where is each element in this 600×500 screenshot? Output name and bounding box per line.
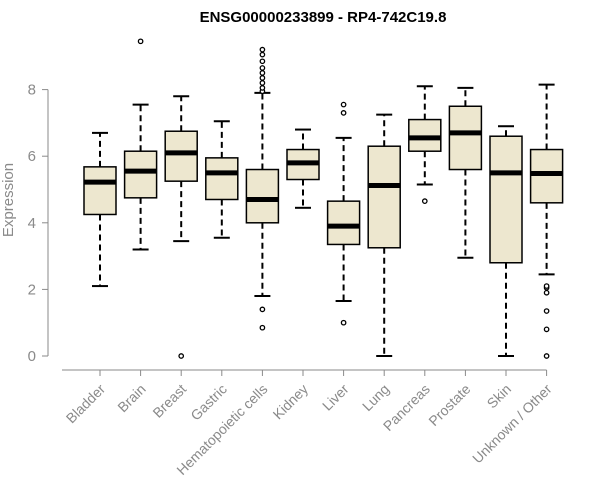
outlier-point [543, 289, 550, 296]
iqr-box [245, 168, 280, 224]
iqr-box [123, 150, 158, 199]
outlier-point [259, 46, 266, 53]
y-tick-label: 4 [28, 215, 36, 232]
iqr-box [489, 135, 523, 264]
iqr-box [529, 148, 564, 204]
iqr-box [448, 105, 483, 171]
outlier-point [259, 75, 266, 81]
x-tick-label: Skin [484, 381, 515, 412]
outlier-point [421, 198, 428, 205]
box-prostate [448, 86, 483, 259]
outlier-point [178, 353, 185, 359]
box-skin [489, 125, 523, 357]
box-gastric [205, 120, 239, 239]
box-unknown-other [529, 83, 564, 359]
y-tick-label: 0 [28, 348, 36, 365]
iqr-box [326, 200, 361, 246]
outlier-point [259, 85, 266, 91]
box-bladder [83, 131, 117, 288]
outlier-point [259, 70, 266, 76]
y-axis-label: Expression [0, 163, 17, 237]
x-tick-label: Breast [149, 381, 189, 421]
x-tick-label: Prostate [425, 381, 473, 429]
iqr-box [83, 166, 117, 216]
box-kidney [286, 128, 320, 209]
box-lung [367, 113, 401, 357]
outlier-point [340, 110, 347, 116]
iqr-box [367, 145, 401, 249]
x-tick-label: Lung [359, 381, 392, 414]
plot-area [83, 38, 564, 359]
iqr-box [205, 157, 239, 201]
chart-title: ENSG00000233899 - RP4-742C19.8 [200, 9, 447, 26]
outlier-point [543, 283, 550, 289]
outlier-point [340, 319, 347, 326]
outlier-point [259, 306, 266, 313]
outlier-point [259, 51, 266, 58]
box-pancreas [408, 85, 442, 205]
outlier-point [340, 101, 347, 108]
x-tick-label: Bladder [63, 381, 109, 427]
y-tick-label: 2 [28, 281, 36, 298]
outlier-point [259, 58, 266, 65]
box-breast [164, 95, 198, 359]
x-tick-label: Kidney [270, 381, 312, 423]
box-brain [123, 38, 158, 251]
box-liver [326, 101, 361, 326]
outlier-point [259, 324, 266, 331]
outlier-point [543, 353, 550, 359]
y-axis: 0 2 4 6 8 [28, 82, 49, 365]
y-tick-label: 8 [28, 82, 36, 99]
outlier-point [259, 65, 266, 71]
outlier-point [543, 308, 550, 314]
outlier-point [543, 326, 550, 333]
iqr-box [164, 130, 198, 182]
y-tick-label: 6 [28, 148, 36, 165]
x-tick-label: Liver [319, 381, 352, 414]
outlier-point [259, 80, 266, 86]
outlier-point [137, 38, 144, 45]
box-hematopoietic-cells [245, 46, 280, 331]
x-tick-label: Brain [114, 381, 148, 415]
